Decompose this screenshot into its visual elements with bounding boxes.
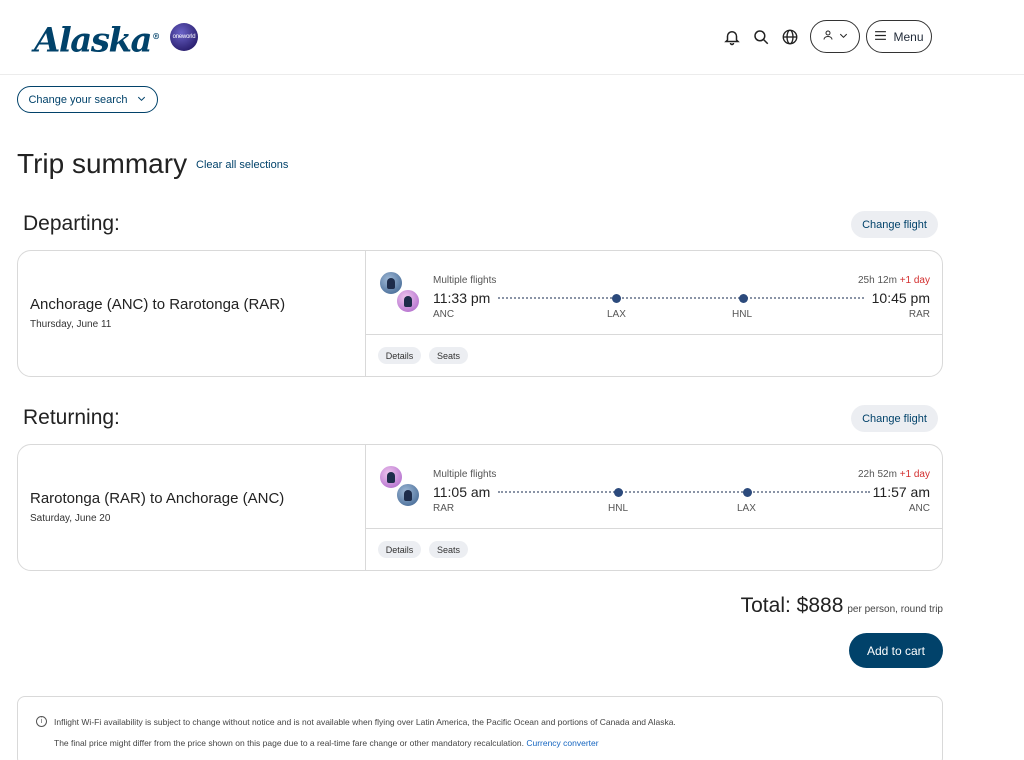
plus-day-badge: +1 day bbox=[899, 275, 930, 286]
menu-label: Menu bbox=[893, 29, 924, 44]
departure-time: 11:05 am bbox=[433, 484, 491, 500]
departure-time: 11:33 pm bbox=[433, 290, 491, 306]
total-label: Total: $888 bbox=[740, 594, 844, 617]
site-header: Alaska® oneworld Menu bbox=[0, 0, 1024, 75]
oneworld-logo: oneworld bbox=[170, 23, 198, 51]
route-title: Anchorage (ANC) to Rarotonga (RAR) bbox=[30, 296, 286, 313]
change-search-label: Change your search bbox=[28, 93, 128, 106]
globe-icon[interactable] bbox=[780, 27, 800, 47]
stop-dot bbox=[614, 488, 623, 497]
wifi-notice: Inflight Wi-Fi availability is subject t… bbox=[54, 717, 676, 727]
seats-button[interactable]: Seats bbox=[429, 541, 468, 558]
chevron-down-icon bbox=[838, 28, 849, 46]
clear-selections-link[interactable]: Clear all selections bbox=[196, 159, 289, 171]
multiple-flights-label: Multiple flights bbox=[433, 469, 497, 480]
airline-tail-icon bbox=[379, 271, 403, 295]
stop-dot bbox=[739, 294, 748, 303]
route-line bbox=[498, 297, 864, 299]
page-title: Trip summary bbox=[17, 148, 188, 179]
destination-code: RAR bbox=[908, 309, 930, 320]
change-departing-flight-button[interactable]: Change flight bbox=[851, 211, 938, 238]
total-price: Total: $888 per person, round trip bbox=[741, 594, 943, 618]
trip-duration: 25h 12m +1 day bbox=[857, 275, 930, 286]
origin-code: RAR bbox=[433, 503, 455, 514]
origin-code: ANC bbox=[433, 309, 455, 320]
stop-code: LAX bbox=[737, 503, 756, 514]
stop-dot bbox=[612, 294, 621, 303]
departing-heading: Departing: bbox=[23, 212, 120, 235]
info-icon: i bbox=[36, 716, 47, 727]
arrival-time: 10:45 pm bbox=[871, 290, 930, 306]
currency-converter-link[interactable]: Currency converter bbox=[526, 738, 599, 748]
returning-flight-card: Rarotonga (RAR) to Anchorage (ANC) Satur… bbox=[17, 444, 943, 571]
total-per-person: per person, round trip bbox=[847, 604, 943, 615]
stop-code: LAX bbox=[607, 309, 626, 320]
multiple-flights-label: Multiple flights bbox=[433, 275, 497, 286]
search-icon[interactable] bbox=[751, 27, 771, 47]
stop-code: HNL bbox=[732, 309, 753, 320]
bell-icon[interactable] bbox=[722, 27, 742, 47]
chevron-down-icon bbox=[136, 93, 147, 107]
change-returning-flight-button[interactable]: Change flight bbox=[851, 405, 938, 432]
airline-tail-icon bbox=[379, 465, 403, 489]
alaska-logo[interactable]: Alaska® bbox=[34, 20, 160, 61]
returning-heading: Returning: bbox=[23, 406, 120, 429]
airline-tail-icon bbox=[396, 289, 420, 313]
stop-dot bbox=[743, 488, 752, 497]
trip-duration: 22h 52m +1 day bbox=[857, 469, 930, 480]
notice-box: i Inflight Wi-Fi availability is subject… bbox=[17, 696, 943, 760]
returning-route-panel: Rarotonga (RAR) to Anchorage (ANC) Satur… bbox=[18, 445, 366, 570]
details-button[interactable]: Details bbox=[378, 347, 421, 364]
card-divider bbox=[366, 528, 942, 529]
arrival-time: 11:57 am bbox=[872, 484, 930, 500]
hamburger-icon bbox=[874, 30, 887, 44]
seats-button[interactable]: Seats bbox=[429, 347, 468, 364]
card-divider bbox=[366, 334, 942, 335]
departing-route-panel: Anchorage (ANC) to Rarotonga (RAR) Thurs… bbox=[18, 251, 366, 376]
change-search-button[interactable]: Change your search bbox=[17, 86, 158, 113]
route-line bbox=[498, 491, 870, 493]
airline-tail-icon bbox=[396, 483, 420, 507]
price-notice: The final price might differ from the pr… bbox=[54, 738, 599, 748]
account-button[interactable] bbox=[810, 20, 860, 53]
details-button[interactable]: Details bbox=[378, 541, 421, 558]
departing-flight-card: Anchorage (ANC) to Rarotonga (RAR) Thurs… bbox=[17, 250, 943, 377]
flight-date: Thursday, June 11 bbox=[30, 319, 112, 330]
user-icon bbox=[822, 28, 834, 46]
destination-code: ANC bbox=[908, 503, 930, 514]
menu-button[interactable]: Menu bbox=[866, 20, 932, 53]
route-title: Rarotonga (RAR) to Anchorage (ANC) bbox=[30, 490, 285, 507]
flight-date: Saturday, June 20 bbox=[30, 513, 111, 524]
plus-day-badge: +1 day bbox=[899, 469, 930, 480]
add-to-cart-button[interactable]: Add to cart bbox=[849, 633, 943, 668]
stop-code: HNL bbox=[608, 503, 629, 514]
